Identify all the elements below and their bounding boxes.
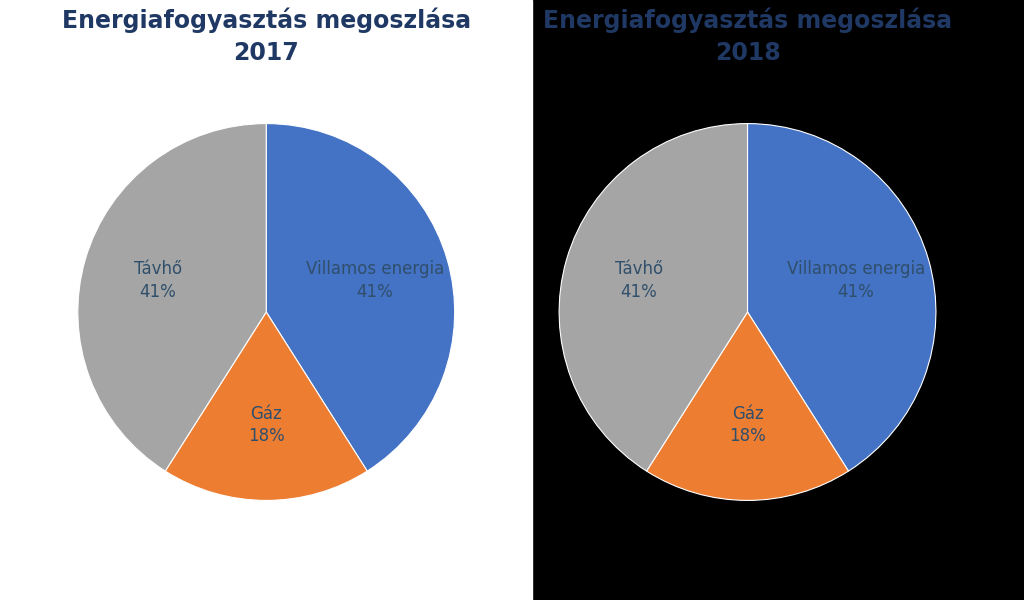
- Title: Energiafogyasztás megoszlása
2018: Energiafogyasztás megoszlása 2018: [543, 8, 952, 65]
- Wedge shape: [78, 124, 266, 471]
- Text: Gáz
18%: Gáz 18%: [248, 405, 285, 445]
- Bar: [0, 0, 532, 600]
- Bar: [532, 0, 1024, 600]
- Text: Villamos energia
41%: Villamos energia 41%: [306, 260, 444, 301]
- Wedge shape: [266, 124, 455, 471]
- Text: Villamos energia
41%: Villamos energia 41%: [787, 260, 926, 301]
- Wedge shape: [559, 124, 748, 471]
- Wedge shape: [165, 312, 368, 500]
- Wedge shape: [748, 124, 936, 471]
- Text: Gáz
18%: Gáz 18%: [729, 405, 766, 445]
- Text: Távhő
41%: Távhő 41%: [614, 260, 663, 301]
- Text: Távhő
41%: Távhő 41%: [133, 260, 181, 301]
- Wedge shape: [646, 312, 849, 500]
- Title: Energiafogyasztás megoszlása
2017: Energiafogyasztás megoszlása 2017: [61, 8, 471, 65]
